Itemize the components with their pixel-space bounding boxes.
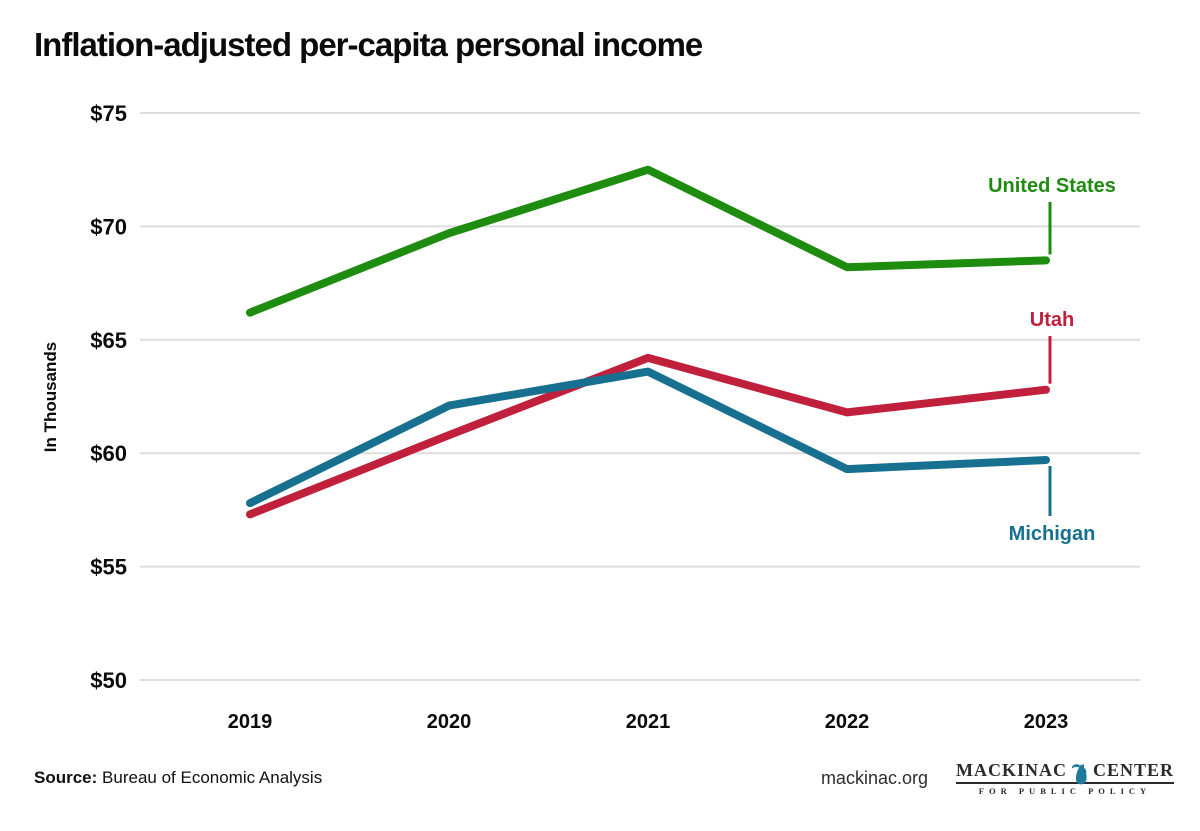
y-tick-label: $70 xyxy=(90,214,127,239)
x-tick-label: 2019 xyxy=(228,711,273,733)
y-axis-title: In Thousands xyxy=(41,342,60,453)
x-tick-label: 2023 xyxy=(1024,711,1069,733)
series-line-united-states xyxy=(246,165,1050,317)
x-tick-label: 2021 xyxy=(626,711,671,733)
y-tick-label: $55 xyxy=(90,555,127,580)
income-line-chart: $75 $70 $65 $60 $55 $50 2019 2020 2021 2022 2023 In… xyxy=(41,101,1140,733)
y-tick-label: $75 xyxy=(90,101,127,126)
logo-word-left: MACKINAC xyxy=(955,760,1067,780)
source-text: Bureau of Economic Analysis xyxy=(102,768,323,787)
michigan-mitten-icon xyxy=(1071,764,1087,785)
y-tick-label: $65 xyxy=(90,328,127,353)
series-label-united-states: United States xyxy=(988,175,1116,197)
x-tick-label: 2022 xyxy=(825,711,870,733)
logo-word-right: CENTER xyxy=(1092,760,1174,780)
logo-wordmark: MACKINAC CENTER xyxy=(955,760,1174,785)
website-link[interactable]: mackinac.org xyxy=(820,767,928,788)
series-line-michigan xyxy=(246,367,1050,508)
y-tick-label: $50 xyxy=(90,668,127,693)
mackinac-center-logo[interactable]: MACKINAC CENTER FOR PUBLIC POLICY xyxy=(955,760,1174,796)
x-tick-label: 2020 xyxy=(427,711,472,733)
logo-subline: FOR PUBLIC POLICY xyxy=(978,786,1152,796)
chart-title: Inflation-adjusted per-capita personal i… xyxy=(34,26,703,63)
series-label-utah: Utah xyxy=(1030,309,1074,331)
source-label: Source: xyxy=(34,768,98,787)
series-line-utah xyxy=(246,353,1050,519)
footer-branding: mackinac.org MACKINAC CENTER FOR PUBLIC … xyxy=(821,760,1174,796)
source-note: Source: Bureau of Economic Analysis xyxy=(34,768,322,788)
series-label-michigan: Michigan xyxy=(1009,523,1096,545)
y-tick-label: $60 xyxy=(90,441,127,466)
